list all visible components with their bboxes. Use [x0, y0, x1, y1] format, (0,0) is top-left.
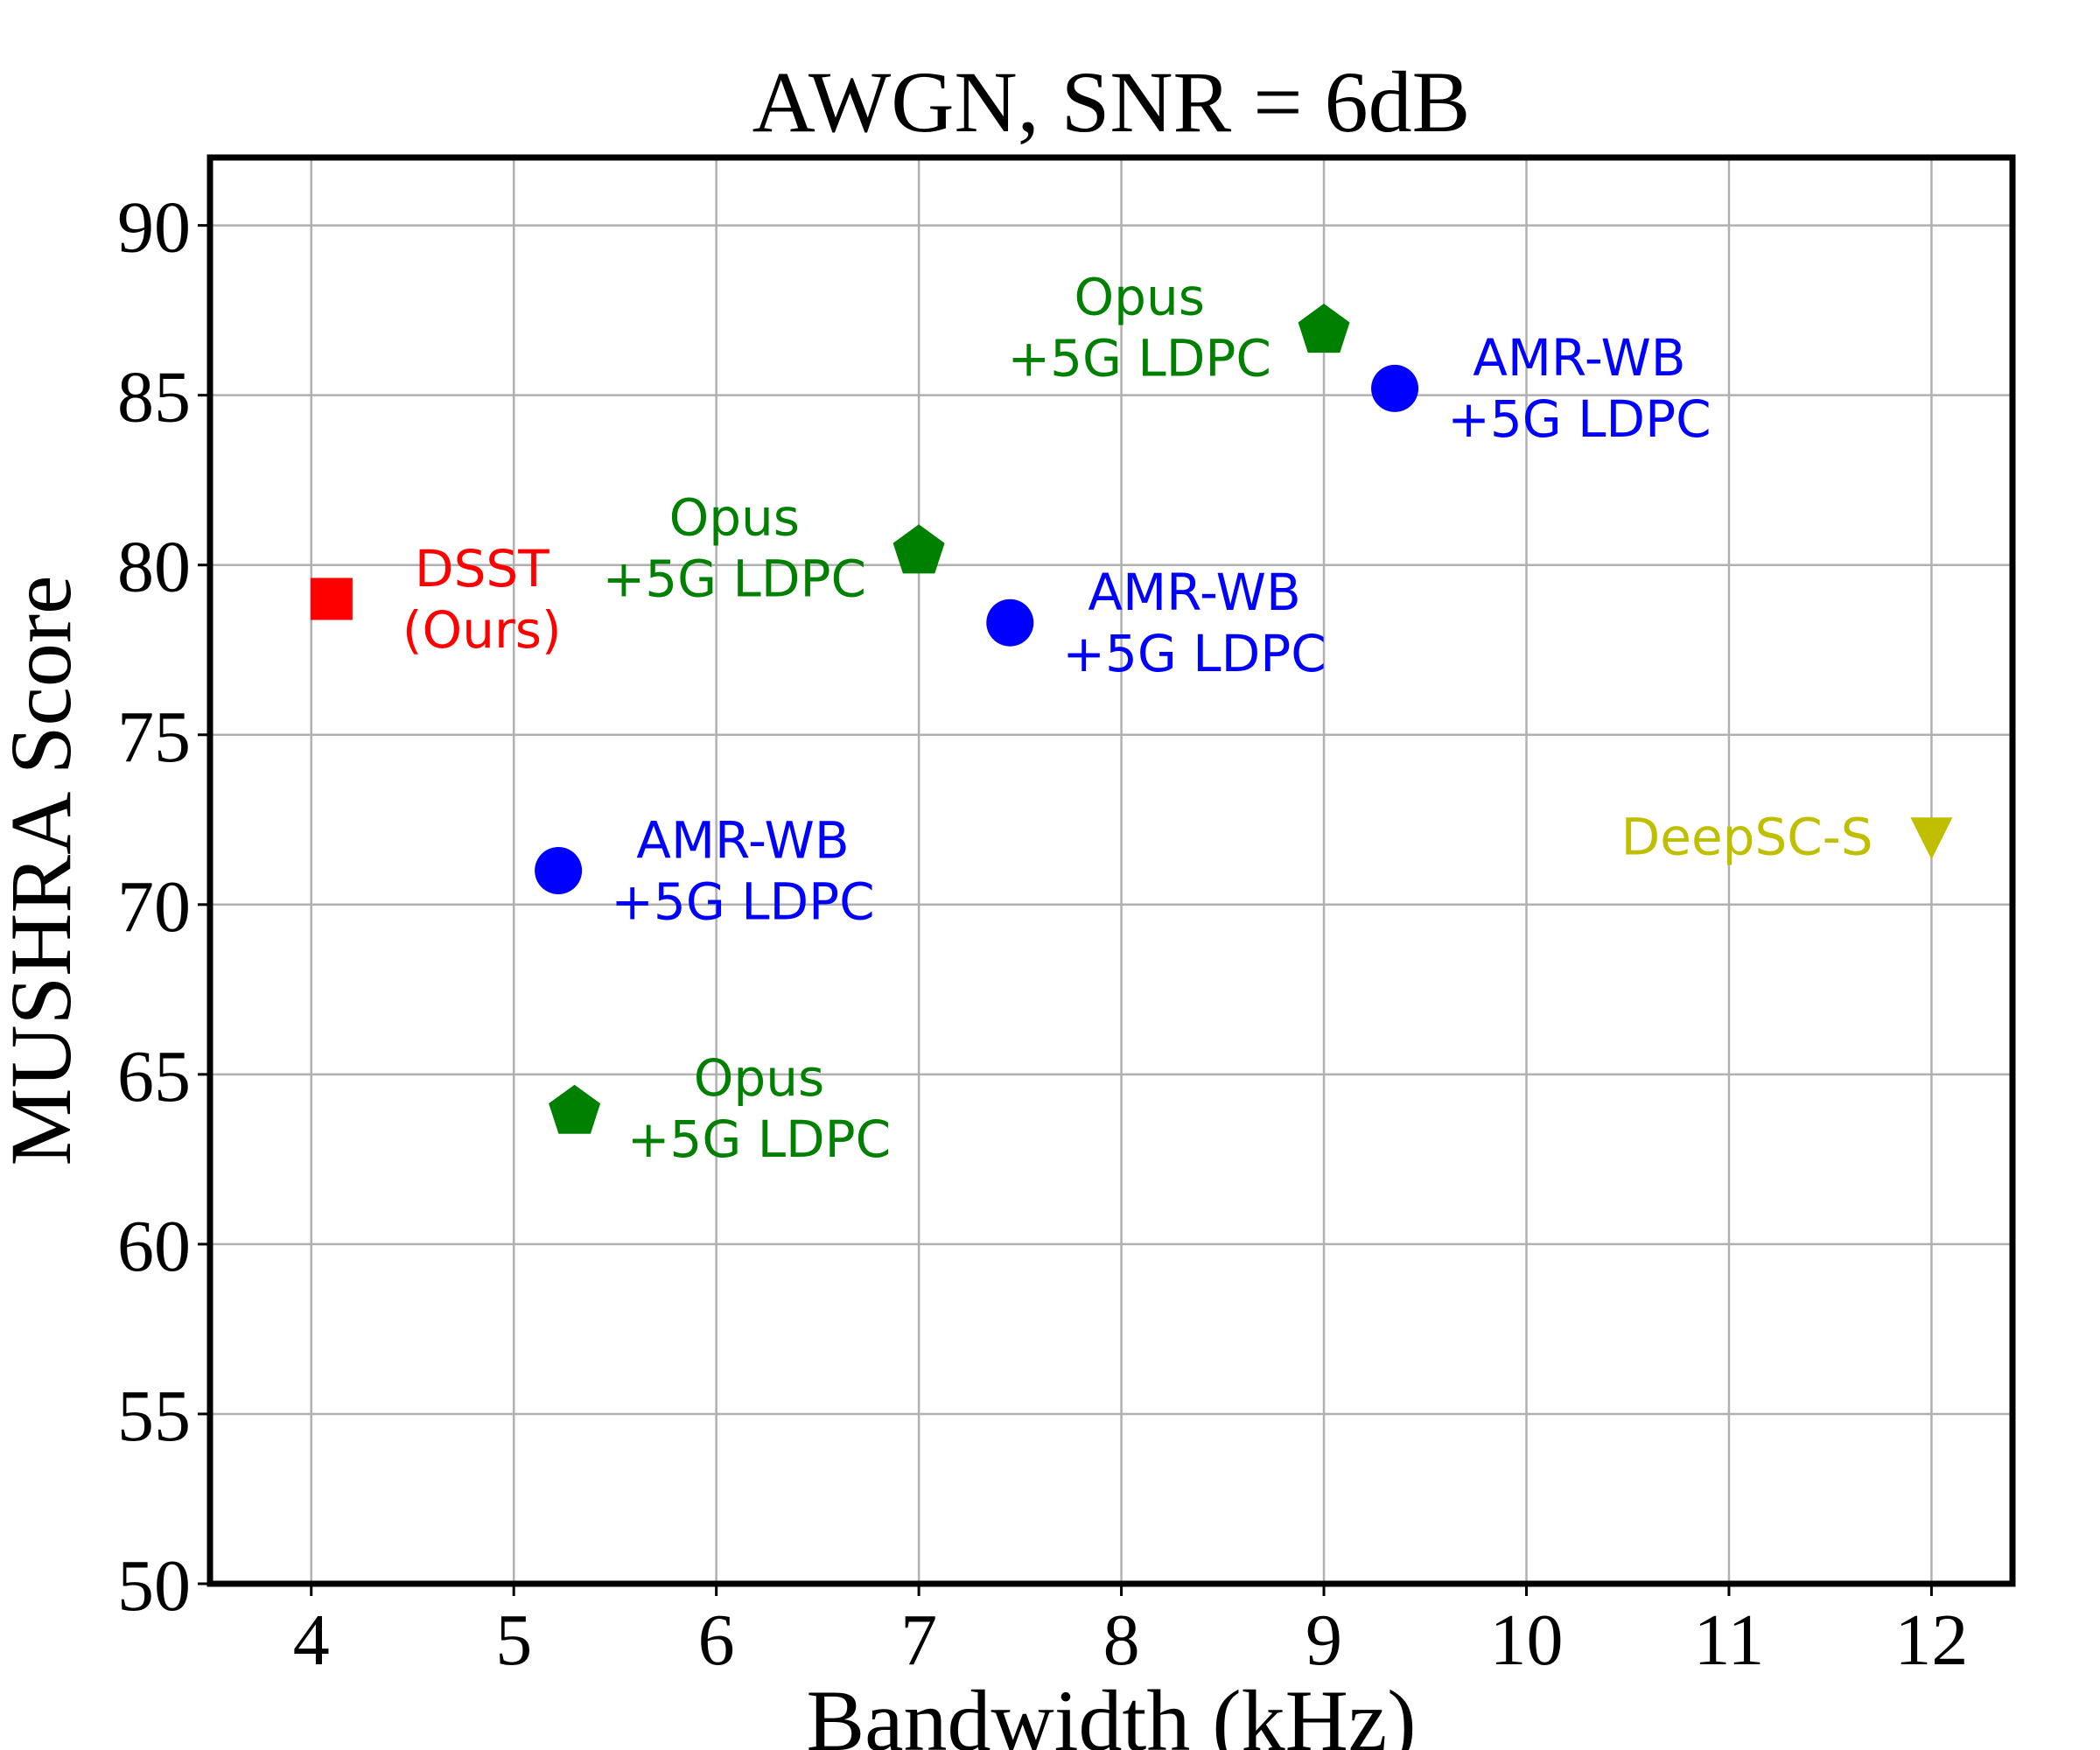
- y-tick-label: 80: [117, 527, 191, 608]
- x-tick-label: 5: [495, 1600, 532, 1681]
- point-label: DeepSC-S: [1621, 808, 1873, 867]
- y-tick-label: 75: [117, 696, 191, 778]
- x-tick-label: 12: [1894, 1600, 1968, 1681]
- x-tick-label: 11: [1694, 1600, 1765, 1681]
- point-label: Opus: [669, 488, 800, 548]
- y-tick-label: 70: [117, 866, 191, 948]
- point-label: (Ours): [402, 600, 562, 660]
- data-point-pentagon: [549, 1084, 601, 1134]
- point-label: Opus: [1074, 267, 1204, 326]
- grid: [210, 158, 2012, 1586]
- data-point-circle: [535, 847, 583, 894]
- x-tick-label: 10: [1489, 1600, 1563, 1681]
- point-label: DSST: [415, 539, 550, 598]
- data-point-triangle: [1910, 817, 1953, 860]
- point-label: Opus: [694, 1048, 824, 1108]
- point-label: AMR-WB: [1473, 328, 1685, 388]
- x-tick-label: 8: [1103, 1600, 1140, 1681]
- point-label: +5G LDPC: [1008, 328, 1271, 388]
- point-label: +5G LDPC: [627, 1110, 891, 1169]
- y-tick-label: 60: [117, 1206, 191, 1287]
- point-label: AMR-WB: [1088, 563, 1300, 622]
- y-tick-label: 65: [117, 1036, 191, 1117]
- y-axis-label: MUSHRA Score: [0, 575, 89, 1166]
- ticks: 4 5 6 7 8 9 10 11 12 50 55 60 65 70 75 80 85 90: [117, 187, 1968, 1681]
- point-label: +5G LDPC: [1447, 389, 1711, 449]
- data-point-pentagon: [1298, 304, 1350, 354]
- y-tick-label: 85: [117, 357, 191, 438]
- data-point-circle: [986, 598, 1034, 647]
- point-label: +5G LDPC: [603, 550, 866, 609]
- x-tick-label: 6: [698, 1600, 735, 1681]
- x-tick-label: 7: [900, 1600, 937, 1681]
- x-tick-label: 9: [1306, 1600, 1342, 1681]
- point-label: +5G LDPC: [611, 872, 874, 931]
- x-axis-label: Bandwidth (kHz): [806, 1672, 1416, 1750]
- chart-title: AWGN, SNR = 6dB: [752, 53, 1471, 150]
- data-points: [310, 304, 1953, 1134]
- y-tick-label: 90: [117, 187, 191, 269]
- y-tick-label: 50: [117, 1545, 191, 1627]
- plot-frame: [206, 154, 2016, 1587]
- y-tick-label: 55: [117, 1376, 191, 1457]
- point-label: AMR-WB: [636, 810, 849, 870]
- x-tick-label: 4: [293, 1600, 330, 1681]
- data-point-circle: [1371, 364, 1419, 412]
- data-point-square: [310, 578, 353, 620]
- point-label: +5G LDPC: [1062, 624, 1326, 683]
- data-point-pentagon: [892, 524, 945, 574]
